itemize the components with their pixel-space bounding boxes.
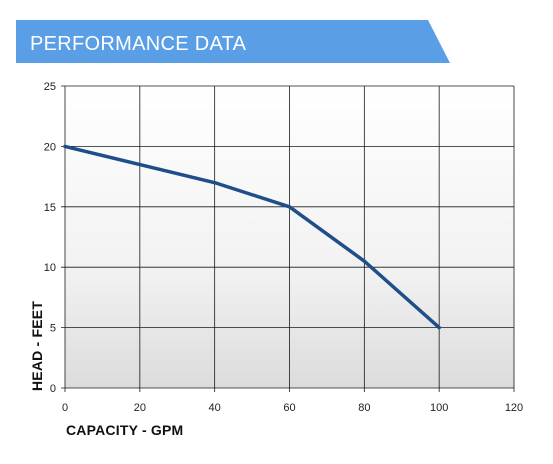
data-point bbox=[437, 326, 441, 330]
x-tick-label: 100 bbox=[430, 402, 448, 414]
series-line bbox=[63, 144, 441, 330]
data-point bbox=[362, 259, 366, 263]
data-point bbox=[63, 144, 67, 148]
x-tick-label: 80 bbox=[358, 402, 370, 414]
page-title: PERFORMANCE DATA bbox=[30, 33, 247, 55]
gridlines bbox=[61, 85, 515, 392]
y-tick-label: 0 bbox=[50, 383, 56, 395]
x-tick-label: 40 bbox=[209, 402, 221, 414]
data-point bbox=[287, 205, 292, 209]
y-tick-label: 20 bbox=[44, 141, 56, 153]
banner-shape bbox=[16, 20, 450, 63]
data-point bbox=[213, 181, 217, 185]
header-banner: PERFORMANCE DATA bbox=[16, 20, 450, 63]
x-tick-label: 60 bbox=[283, 402, 295, 414]
series-group bbox=[63, 144, 441, 330]
x-tick-label: 20 bbox=[134, 402, 146, 414]
x-tick-label: 120 bbox=[505, 402, 523, 414]
x-tick-label: 0 bbox=[62, 402, 68, 414]
data-point bbox=[138, 162, 142, 167]
y-tick-label: 15 bbox=[44, 202, 56, 214]
y-tick-label: 25 bbox=[44, 81, 56, 93]
x-axis-title: CAPACITY - GPM bbox=[66, 422, 183, 438]
y-axis-title: HEAD - FEET bbox=[29, 301, 45, 391]
y-tick-labels: 0 5 10 15 20 25 bbox=[44, 81, 56, 395]
y-tick-label: 10 bbox=[44, 262, 56, 274]
x-tick-labels: 0 20 40 60 80 100 120 bbox=[62, 402, 523, 414]
y-tick-label: 5 bbox=[50, 323, 56, 335]
